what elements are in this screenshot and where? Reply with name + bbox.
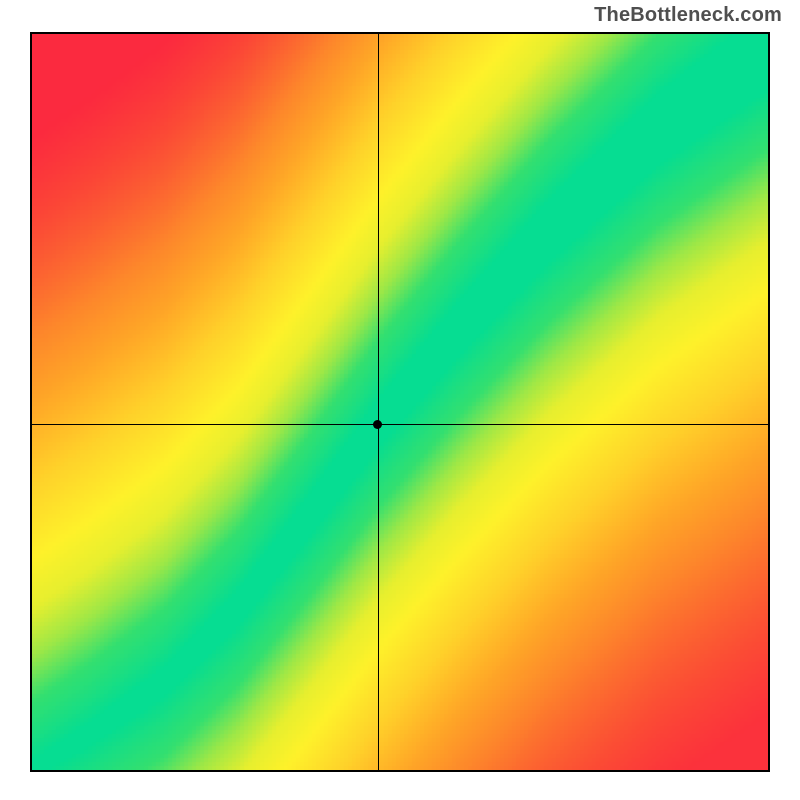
heatmap-canvas: [32, 34, 768, 770]
attribution-text: TheBottleneck.com: [594, 4, 782, 27]
data-point-marker: [373, 420, 382, 429]
crosshair-horizontal: [32, 424, 768, 425]
crosshair-vertical: [378, 34, 379, 770]
heatmap-plot: [30, 32, 770, 772]
